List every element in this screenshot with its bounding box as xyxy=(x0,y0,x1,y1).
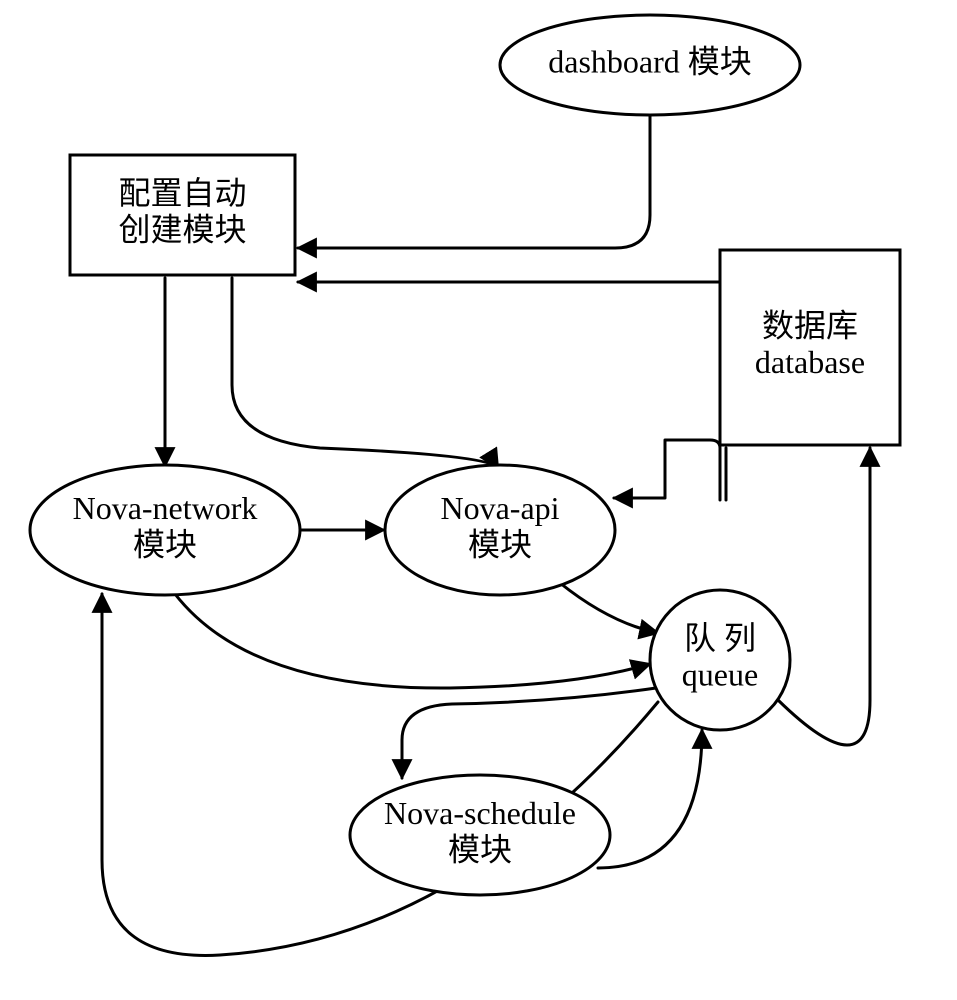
node-novanetwork: Nova-network模块 xyxy=(30,465,300,595)
node-label: 模块 xyxy=(448,832,512,868)
node-label: 模块 xyxy=(133,527,197,563)
node-dashboard: dashboard 模块 xyxy=(500,15,800,115)
node-label: dashboard 模块 xyxy=(548,43,752,79)
node-label: Nova-schedule xyxy=(384,795,576,831)
edge-config-novaapi xyxy=(232,278,498,468)
node-label: 配置自动 xyxy=(118,175,246,211)
node-schedule: Nova-schedule模块 xyxy=(350,775,610,895)
node-label: 队 列 xyxy=(684,620,756,656)
node-label: 创建模块 xyxy=(118,212,246,248)
node-label: 数据库 xyxy=(762,307,858,343)
edge-dashboard-config xyxy=(298,115,650,248)
node-label: Nova-network xyxy=(73,490,258,526)
edge-novanetwork-queue xyxy=(175,594,650,688)
edge-database-novaapi-a xyxy=(614,440,720,500)
node-label: Nova-api xyxy=(440,490,559,526)
edge-loop-left xyxy=(102,594,658,955)
edge-loop-right xyxy=(778,448,870,745)
node-label: database xyxy=(755,344,865,380)
edge-queue-schedule xyxy=(402,688,656,778)
node-label: queue xyxy=(682,657,758,693)
node-config: 配置自动创建模块 xyxy=(70,155,295,275)
node-novaapi: Nova-api模块 xyxy=(385,465,615,595)
node-database: 数据库database xyxy=(720,250,900,445)
diagram-canvas: dashboard 模块配置自动创建模块数据库database Nova-netw… xyxy=(0,0,957,1000)
node-queue: 队 列queue xyxy=(650,590,790,730)
node-label: 模块 xyxy=(468,527,532,563)
edge-novaapi-queue xyxy=(560,583,658,633)
